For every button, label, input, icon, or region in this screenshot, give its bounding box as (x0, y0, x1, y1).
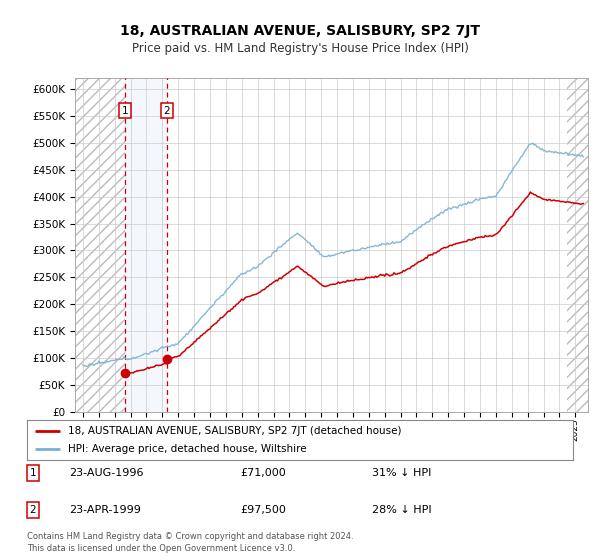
Text: 1: 1 (122, 106, 128, 116)
Bar (125, 78, 167, 412)
Text: 18, AUSTRALIAN AVENUE, SALISBURY, SP2 7JT (detached house): 18, AUSTRALIAN AVENUE, SALISBURY, SP2 7J… (68, 426, 401, 436)
Text: £97,500: £97,500 (240, 505, 286, 515)
Text: 31% ↓ HPI: 31% ↓ HPI (372, 468, 431, 478)
Text: 2: 2 (164, 106, 170, 116)
Bar (75, 62, 125, 412)
Bar (568, 62, 600, 412)
Text: 23-AUG-1996: 23-AUG-1996 (69, 468, 143, 478)
Text: 18, AUSTRALIAN AVENUE, SALISBURY, SP2 7JT: 18, AUSTRALIAN AVENUE, SALISBURY, SP2 7J… (120, 25, 480, 38)
Text: Contains HM Land Registry data © Crown copyright and database right 2024.
This d: Contains HM Land Registry data © Crown c… (27, 533, 353, 553)
Text: Price paid vs. HM Land Registry's House Price Index (HPI): Price paid vs. HM Land Registry's House … (131, 42, 469, 55)
Text: 2: 2 (29, 505, 37, 515)
Text: 28% ↓ HPI: 28% ↓ HPI (372, 505, 431, 515)
Text: HPI: Average price, detached house, Wiltshire: HPI: Average price, detached house, Wilt… (68, 445, 307, 454)
Text: 23-APR-1999: 23-APR-1999 (69, 505, 141, 515)
Text: 1: 1 (29, 468, 37, 478)
Text: £71,000: £71,000 (240, 468, 286, 478)
